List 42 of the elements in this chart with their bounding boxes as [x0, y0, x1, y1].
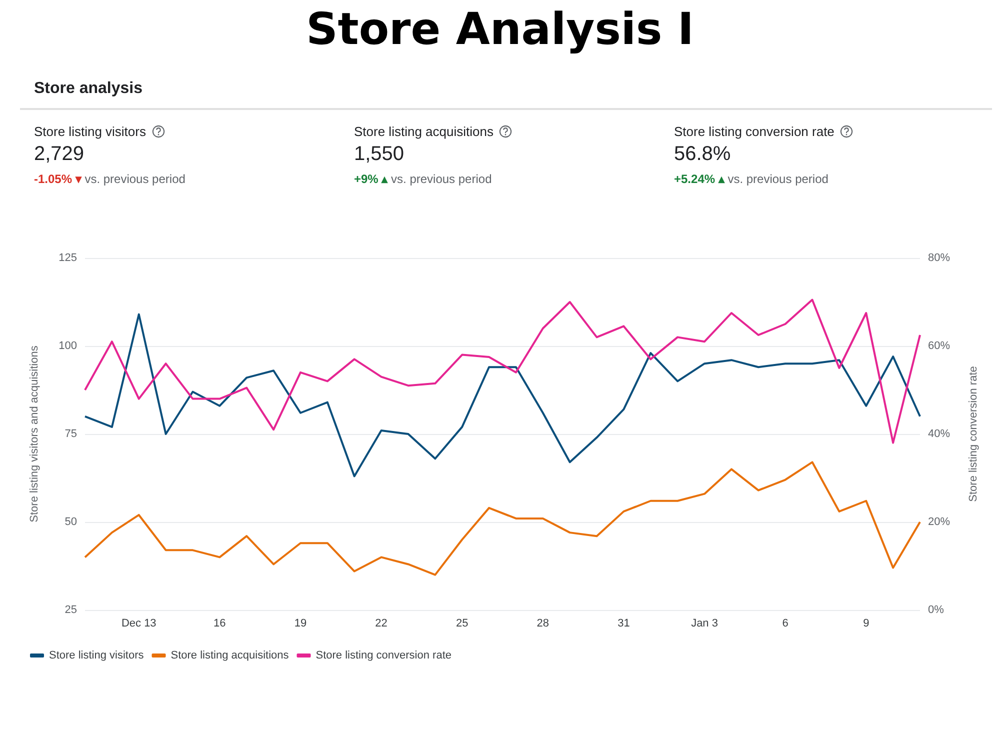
y2-tick-label: 60%	[928, 340, 950, 352]
x-tick-label: 9	[863, 618, 870, 630]
legend-label: Store listing conversion rate	[316, 650, 452, 662]
y2-tick-label: 40%	[928, 428, 950, 440]
y2-tick-label: 80%	[928, 252, 950, 264]
x-tick-label: 31	[618, 618, 630, 630]
text: Store listing visitors	[34, 124, 146, 139]
x-tick-label: 16	[214, 618, 226, 630]
y2-tick-label: 0%	[928, 604, 944, 616]
line-series	[84, 298, 921, 444]
y-tick-label: 75	[64, 428, 77, 440]
x-tick-label: 22	[375, 618, 388, 630]
y-axis-title: Store listing visitors and acquisitions	[28, 345, 40, 522]
text: Store listing acquisitions	[354, 124, 494, 139]
text: Store analysis	[20, 70, 992, 110]
x-tick-label: Jan 3	[691, 618, 718, 630]
x-tick-label: 28	[536, 618, 550, 630]
text: vs. previous period	[726, 172, 828, 186]
text: Store listing conversion rate	[674, 124, 834, 139]
x-tick-label: 19	[294, 618, 307, 630]
y-tick-label: 50	[64, 516, 77, 528]
text: 2,729	[34, 143, 86, 166]
legend-label: Store listing acquisitions	[170, 650, 290, 662]
line-series	[84, 461, 921, 576]
text: vs. previous period	[390, 172, 492, 186]
y2-tick-label: 20%	[928, 516, 950, 528]
y-tick-label: 25	[64, 604, 77, 616]
x-tick-label: Dec 13	[121, 618, 156, 630]
text: vs. previous period	[84, 172, 186, 186]
text: +5.24% ▴	[674, 172, 724, 186]
text: 1,550	[354, 143, 406, 166]
text: -1.05% ▾	[34, 172, 82, 186]
text: Store Analysis I	[305, 3, 695, 57]
legend-label: Store listing visitors	[49, 650, 144, 662]
y2-axis-title: Store listing conversion rate	[968, 366, 980, 502]
x-tick-label: 6	[782, 618, 788, 630]
text: +9% ▴	[354, 172, 388, 186]
x-tick-label: 25	[456, 618, 468, 630]
text: 56.8%	[674, 143, 732, 166]
y-tick-label: 100	[58, 340, 77, 352]
line-series	[84, 313, 921, 478]
y-tick-label: 125	[58, 252, 77, 264]
